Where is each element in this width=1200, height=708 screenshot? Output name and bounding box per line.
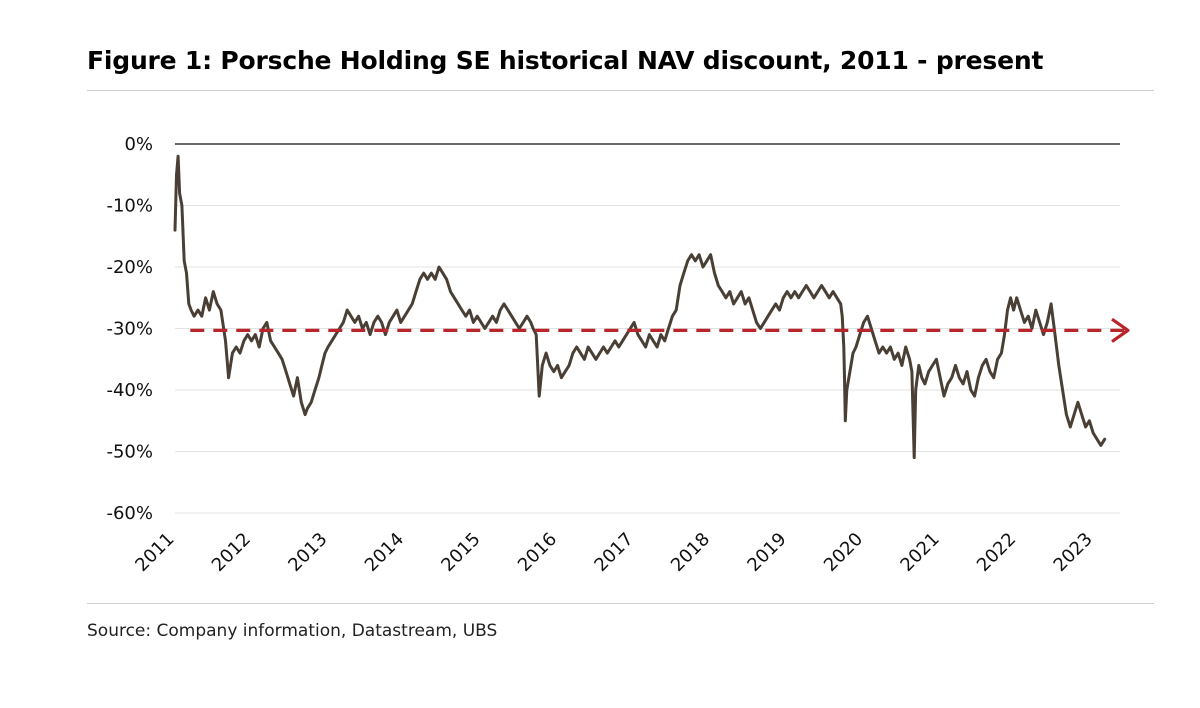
x-tick-label: 2021 [896,529,943,576]
top-divider [87,90,1154,91]
series-layer [173,154,1107,460]
x-tick-label: 2017 [590,529,637,576]
x-tick-label: 2011 [131,529,178,576]
bottom-divider [87,603,1154,604]
x-tick-label: 2023 [1050,529,1097,576]
source-note: Source: Company information, Datastream,… [87,621,498,641]
x-tick-label: 2022 [973,529,1020,576]
x-tick-label: 2016 [514,529,561,576]
chart-title: Figure 1: Porsche Holding SE historical … [87,46,1044,75]
x-tick-label: 2020 [820,529,867,576]
y-tick-label: -60% [106,503,153,524]
x-axis: 2011 2012 2013 2014 2015 2016 2017 2018 2019 2020… [131,529,1096,576]
x-tick-label: 2018 [667,529,714,576]
nav-discount-line [173,154,1107,460]
y-tick-label: -30% [106,319,153,340]
x-tick-label: 2013 [284,529,331,576]
x-tick-label: 2015 [437,529,484,576]
x-tick-label: 2019 [743,529,790,576]
y-tick-label: -10% [106,196,153,217]
y-axis: 0% -10% -20% -30% -40% -50% -60% [106,134,153,524]
y-tick-label: -20% [106,257,153,278]
y-tick-label: -40% [106,380,153,401]
x-tick-label: 2014 [361,529,408,576]
y-tick-label: -50% [106,442,153,463]
x-tick-label: 2012 [208,529,255,576]
grid-layer [175,143,1120,514]
y-tick-label: 0% [124,134,153,155]
